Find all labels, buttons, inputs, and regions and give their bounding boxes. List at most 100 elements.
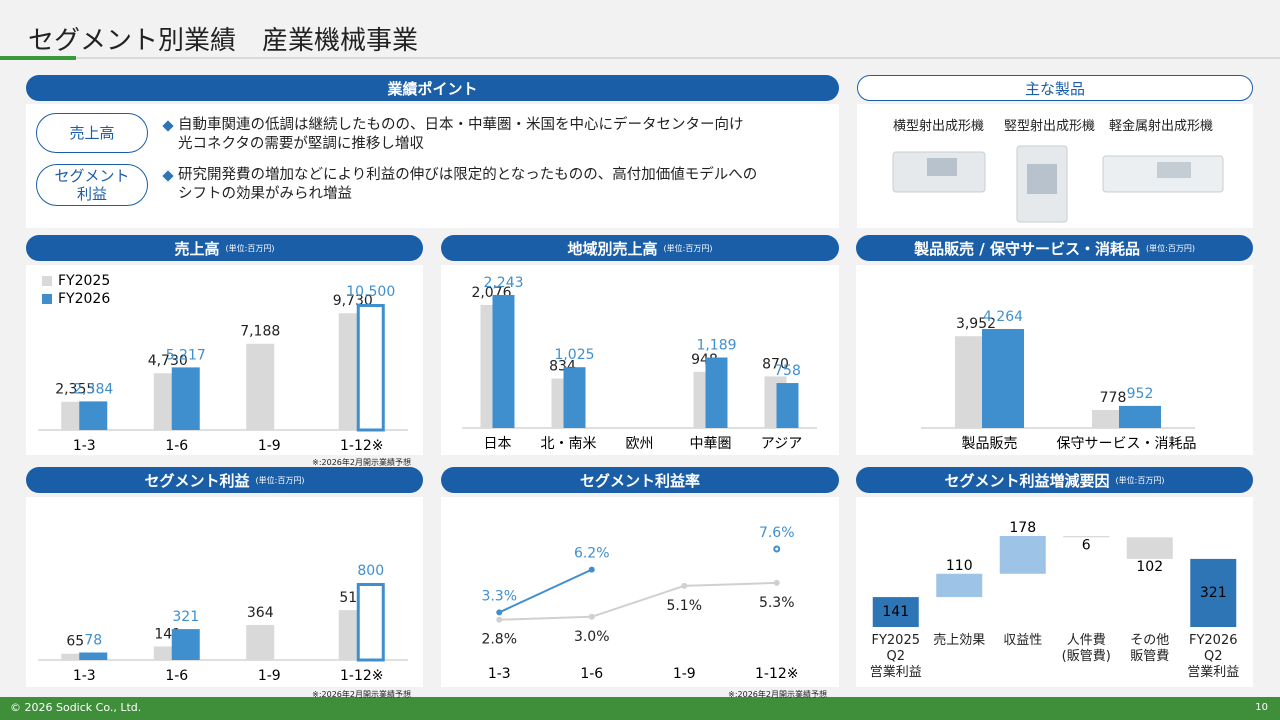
value-label: 5.3% [759, 595, 795, 611]
x-tick-label: 1-12※ [340, 438, 384, 454]
chart-unit: (単位:百万円) [663, 243, 713, 253]
x-tick-label: 1-9 [258, 438, 281, 454]
product-name: 軽金属射出成形機 [1109, 119, 1214, 134]
chart-header: 売上高 (単位:百万円) [26, 235, 423, 261]
copyright: © 2026 Sodick Co., Ltd. [10, 701, 142, 714]
bar [999, 536, 1046, 574]
x-tick-label: 1-6 [580, 666, 603, 682]
products-panel: 横型射出成形機 竪型射出成形機 軽金属射出成形機 [857, 104, 1253, 228]
bullet [162, 170, 174, 182]
value-label: 141 [882, 604, 909, 620]
point [496, 609, 503, 616]
machine-detail [1157, 162, 1191, 178]
x-tick-label: 北・南米 [541, 436, 597, 452]
products-header: 主な製品 [857, 75, 1253, 101]
value-label: 3.0% [574, 629, 610, 645]
value-label: 5.1% [666, 598, 702, 614]
point [588, 613, 595, 620]
point [496, 616, 503, 623]
x-tick-label: 売上効果 [933, 633, 986, 648]
products-title: 主な製品 [1024, 79, 1085, 98]
footer-bar: © 2026 Sodick Co., Ltd. 10 [0, 697, 1280, 720]
value-label: 10,500 [346, 284, 395, 300]
value-label: 3,952 [956, 316, 996, 332]
point-label: セグメント 利益 [36, 164, 148, 206]
machine-detail [927, 158, 957, 176]
value-label: 758 [774, 363, 801, 379]
chart-header: 製品販売 / 保守サービス・消耗品 (単位:百万円) [856, 235, 1253, 261]
chart: 製品販売 保守サービス・消耗品 3,952 778 4,264 952 [921, 309, 1197, 452]
legend-swatch [42, 294, 52, 304]
x-tick-label: 1-6 [165, 668, 188, 684]
x-tick-label: 製品販売 [962, 436, 1018, 452]
chart-unit: (単位:百万円) [1146, 243, 1195, 253]
chart-title: 売上高 [174, 239, 220, 258]
chart-header: 地域別売上高 (単位:百万円) [441, 235, 839, 261]
chart-unit: (単位:百万円) [225, 243, 275, 253]
bar [246, 624, 275, 660]
x-tick-label: 日本 [484, 436, 512, 452]
value-label: 1,189 [696, 337, 736, 353]
bar [563, 367, 586, 428]
bar [61, 653, 90, 660]
chart-panel: 1-3 1-6 1-9 1-12※ 2,355 4,730 7,188 9,730 2,384 5… [26, 265, 423, 467]
value-label: 6 [1082, 537, 1091, 553]
x-tick-label: 1-3 [488, 666, 511, 682]
bar [79, 652, 108, 660]
bar [356, 304, 385, 432]
legend-label: FY2026 [58, 291, 110, 307]
value-label: 178 [1009, 520, 1036, 536]
chart-note: ※:2026年2月開示業績予想 [728, 690, 827, 699]
bar [1190, 558, 1237, 627]
bar [776, 383, 799, 428]
bar [171, 367, 200, 430]
chart-title: セグメント利益 [144, 471, 250, 490]
chart: 141 110 178 6 102 321 [872, 520, 1237, 627]
x-tick-label: 1-9 [258, 668, 281, 684]
point-text: 研究開発費の増加などにより利益の伸びは限定的となったものの、高付加価値モデルへの… [178, 167, 758, 202]
chart-title: 製品販売 / 保守サービス・消耗品 [914, 239, 1140, 258]
line [499, 581, 777, 621]
value-label: 102 [1136, 559, 1163, 575]
bar [246, 343, 275, 430]
value-label: 4,730 [148, 353, 188, 369]
chart-unit: (単位:百万円) [1115, 475, 1165, 485]
point [773, 579, 780, 586]
chart-note: ※:2026年2月開示業績予想 [312, 458, 411, 467]
bar [1126, 537, 1173, 559]
bar [1119, 405, 1161, 428]
point [773, 545, 781, 553]
value-label: 110 [946, 558, 973, 574]
chart-title: 地域別売上高 [567, 239, 658, 258]
x-tick-label: FY2025 Q2 営業利益 [869, 633, 922, 680]
value-label: 800 [357, 563, 384, 579]
chart-title: セグメント利益率 [579, 471, 700, 490]
chart-title: セグメント利益増減要因 [944, 471, 1110, 490]
bar [705, 357, 728, 428]
value-label: 364 [247, 605, 274, 621]
x-tick-label: 1-9 [673, 666, 696, 682]
value-label: 78 [84, 632, 102, 648]
value-label: 6.2% [574, 546, 610, 562]
value-label: 1,025 [554, 347, 594, 363]
chart-unit: (単位:百万円) [255, 475, 305, 485]
bar [79, 401, 108, 430]
chart-panel: 1-3 1-6 1-9 1-12※ 2.8% 3.0% 5.1% 5.3% 3.3% 6.2% 7.… [441, 497, 839, 699]
point-text: 自動車関連の低調は継続したものの、日本・中華圏・米国を中心にデータセンター向け … [178, 117, 744, 152]
chart-header: セグメント利益 (単位:百万円) [26, 467, 423, 493]
x-tick-label: FY2026 Q2 営業利益 [1187, 633, 1240, 680]
x-tick-label: 1-3 [73, 438, 96, 454]
page-number: 10 [1255, 702, 1268, 713]
x-tick-label: 保守サービス・消耗品 [1057, 436, 1197, 452]
x-tick-label: 収益性 [1003, 633, 1043, 648]
x-tick-label: 欧州 [626, 436, 654, 452]
chart-header: セグメント利益増減要因 (単位:百万円) [856, 467, 1253, 493]
bullet [162, 120, 174, 132]
x-tick-label: 1-3 [73, 668, 96, 684]
chart-panel: 1-3 1-6 1-9 1-12※ 65 141 364 518 78 321 800 ※:2026年… [26, 497, 423, 699]
title-rule [0, 57, 1280, 59]
chart: 1-3 1-6 1-9 1-12※2,3554,7307,1889,7302,3845… [38, 273, 408, 454]
value-label: 7.6% [759, 525, 795, 541]
chart-note: ※:2026年2月開示業績予想 [312, 690, 411, 699]
bar [171, 629, 200, 660]
